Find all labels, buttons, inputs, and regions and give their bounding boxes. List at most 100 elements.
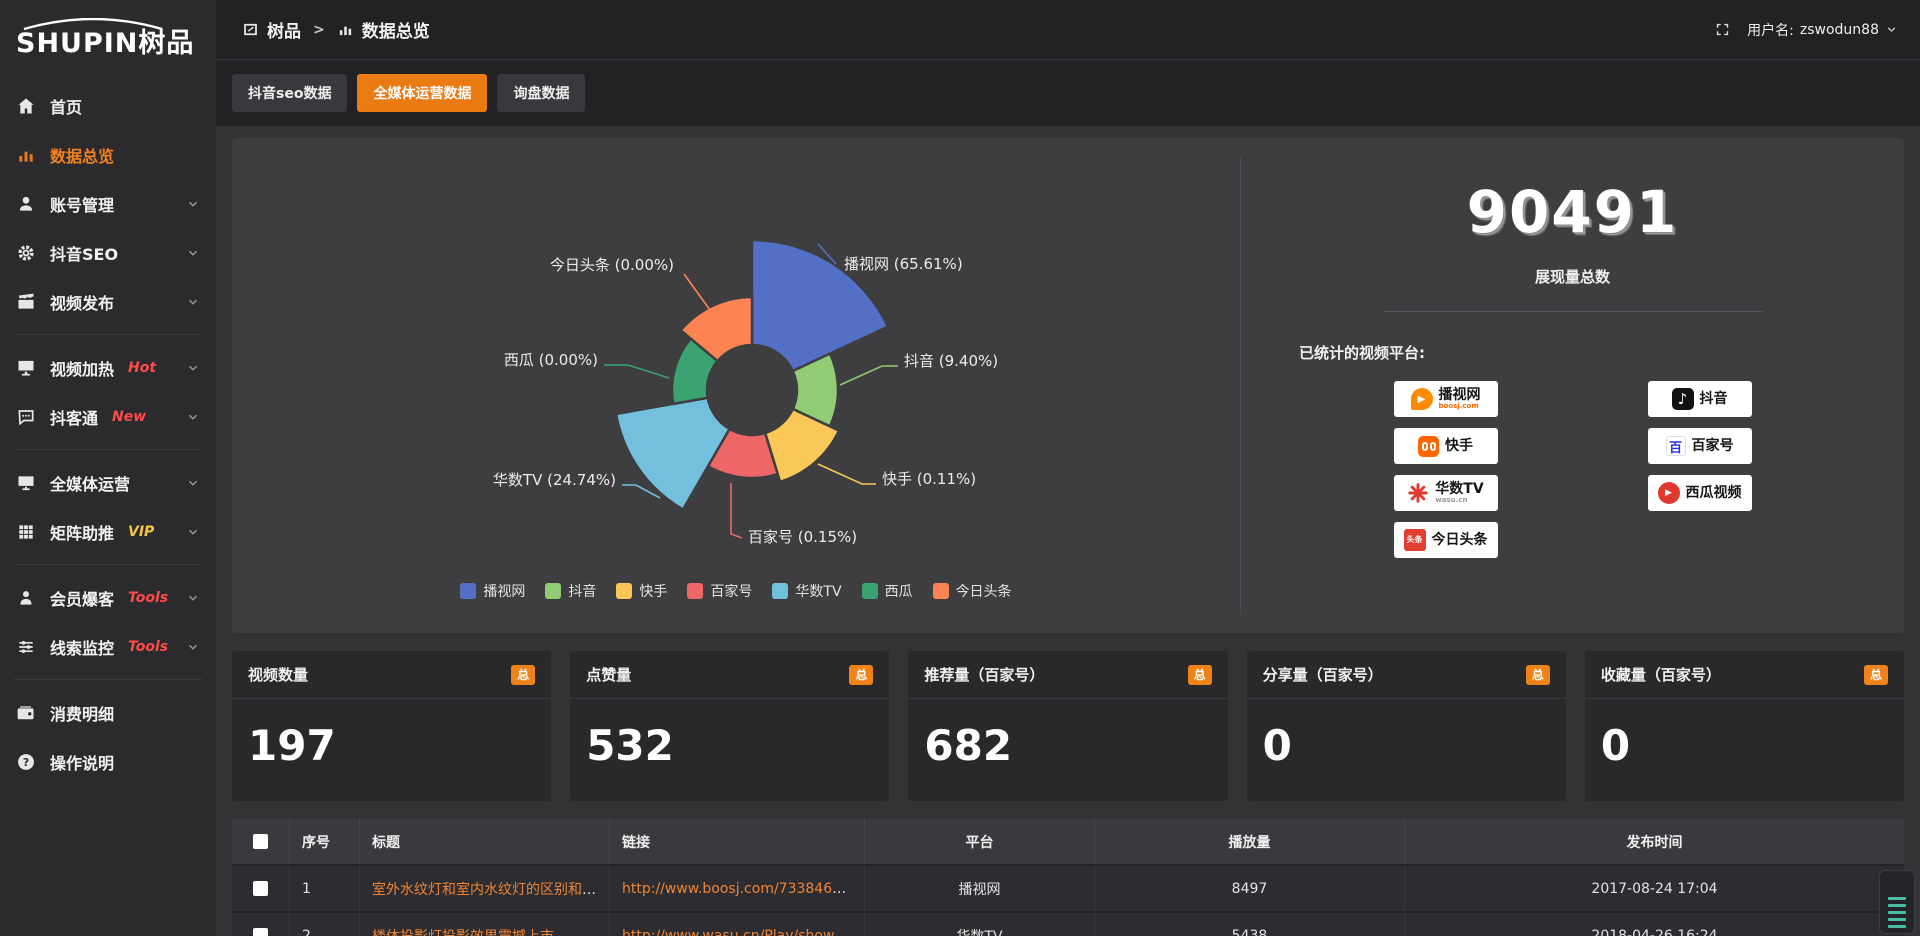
pie-slice-播视网[interactable] bbox=[750, 238, 890, 373]
total-badge[interactable]: 总 bbox=[1187, 664, 1212, 685]
platform-name: 播视网 boosj.com bbox=[1438, 386, 1481, 410]
sidebar-badge-VIP: VIP bbox=[128, 523, 155, 540]
breadcrumb-root[interactable]: 树品 bbox=[267, 22, 301, 42]
kuaishou-logo-icon bbox=[1418, 435, 1439, 457]
screen-icon bbox=[16, 358, 36, 378]
platforms-column: ♪ 抖音百百家号 ▶ 西瓜视频 bbox=[1647, 381, 1752, 558]
legend-item-播视网[interactable]: 播视网 bbox=[460, 581, 525, 601]
pie-slice-快手[interactable] bbox=[763, 407, 841, 484]
sidebar-item-首页[interactable]: 首页 bbox=[0, 81, 216, 130]
platform-badge-西瓜视频[interactable]: ▶ 西瓜视频 bbox=[1647, 475, 1752, 511]
platform-badge-抖音[interactable]: ♪ 抖音 bbox=[1647, 381, 1752, 417]
video-url-link[interactable]: http://www.boosj.com/7338468.html bbox=[622, 880, 865, 897]
sidebar-item-视频发布[interactable]: 视频发布 bbox=[0, 277, 216, 326]
stat-card-收藏量（百家号）: 收藏量（百家号） 总 0 bbox=[1584, 651, 1905, 801]
platforms-label: 已统计的视频平台: bbox=[1299, 344, 1425, 362]
legend-swatch bbox=[545, 583, 562, 599]
legend-item-抖音[interactable]: 抖音 bbox=[545, 581, 596, 601]
sidebar-item-账号管理[interactable]: 账号管理 bbox=[0, 179, 216, 228]
row-checkbox[interactable] bbox=[253, 881, 268, 896]
user-icon bbox=[16, 194, 36, 214]
total-badge[interactable]: 总 bbox=[849, 664, 874, 685]
stat-card-header: 分享量（百家号） 总 bbox=[1246, 651, 1566, 699]
platform-badge-华数TV[interactable]: 华数TV wasu.cn bbox=[1393, 475, 1498, 511]
chevron-down-icon bbox=[186, 295, 200, 309]
sidebar-item-线索监控[interactable]: 线索监控 Tools bbox=[0, 622, 216, 671]
platform-cell-cell: 华数TV bbox=[865, 911, 1095, 936]
user-menu[interactable]: 用户名: zswodun88 bbox=[1747, 20, 1898, 40]
total-badge[interactable]: 总 bbox=[1525, 664, 1550, 685]
platform-badge-今日头条[interactable]: 头条 今日头条 bbox=[1393, 522, 1498, 558]
comment-icon bbox=[16, 407, 36, 427]
sidebar-item-消费明细[interactable]: 消费明细 bbox=[0, 688, 216, 737]
sidebar-item-抖客通[interactable]: 抖客通 New bbox=[0, 392, 216, 441]
widget-stripe bbox=[1888, 911, 1906, 914]
total-badge[interactable]: 总 bbox=[1864, 664, 1889, 685]
brand-logo[interactable]: SHUPIN树品 bbox=[0, 8, 216, 71]
legend-item-华数TV[interactable]: 华数TV bbox=[772, 581, 842, 601]
legend-label: 抖音 bbox=[568, 584, 597, 600]
total-impressions-value: 90491 bbox=[1466, 178, 1679, 246]
legend-item-西瓜[interactable]: 西瓜 bbox=[861, 581, 913, 601]
pie-label-西瓜: 西瓜 (0.00%) bbox=[504, 351, 598, 369]
video-title-link[interactable]: 室外水纹灯和室内水纹灯的区别和简介 bbox=[372, 881, 610, 898]
stat-card-header: 推荐量（百家号） 总 bbox=[908, 651, 1228, 699]
sidebar-item-抖音SEO[interactable]: 抖音SEO bbox=[0, 228, 216, 277]
tab-询盘数据[interactable]: 询盘数据 bbox=[497, 74, 586, 112]
sidebar-item-矩阵助推[interactable]: 矩阵助推 VIP bbox=[0, 507, 216, 556]
row-checkbox[interactable] bbox=[253, 928, 268, 936]
pie-slice-华数TV[interactable] bbox=[614, 396, 732, 512]
chevron-down-icon bbox=[186, 361, 200, 375]
douyin-logo-icon: ♪ bbox=[1671, 388, 1694, 410]
platform-badge-播视网[interactable]: ▶ 播视网 boosj.com bbox=[1393, 381, 1498, 417]
legend-item-快手[interactable]: 快手 bbox=[616, 581, 667, 601]
video-title-link[interactable]: 楼体投影灯投影效果震撼上市 bbox=[372, 929, 554, 936]
platform-badge-快手[interactable]: 快手 bbox=[1393, 428, 1498, 464]
tab-全媒体运营数据[interactable]: 全媒体运营数据 bbox=[357, 74, 488, 112]
platform-name: 百家号 bbox=[1691, 437, 1734, 454]
video-title-link-cell: 楼体投影灯投影效果震撼上市 bbox=[360, 911, 610, 936]
platform-subtitle: wasu.cn bbox=[1435, 495, 1468, 504]
tab-抖音seo数据[interactable]: 抖音seo数据 bbox=[232, 74, 348, 112]
user-label: 用户名: bbox=[1747, 22, 1794, 39]
sidebar-item-label: 全媒体运营 bbox=[50, 474, 131, 494]
stat-card-点赞量: 点赞量 总 532 bbox=[570, 651, 890, 801]
legend-item-今日头条[interactable]: 今日头条 bbox=[932, 581, 1012, 601]
boosj-logo-icon: ▶ bbox=[1410, 388, 1433, 410]
sidebar-item-数据总览[interactable]: 数据总览 bbox=[0, 130, 216, 179]
sidebar-item-全媒体运营[interactable]: 全媒体运营 bbox=[0, 458, 216, 507]
column-header-链接: 链接 bbox=[610, 819, 865, 864]
platform-name: 华数TV wasu.cn bbox=[1435, 480, 1484, 504]
platform-badge-百家号[interactable]: 百百家号 bbox=[1647, 428, 1752, 464]
video-url-link[interactable]: http://www.wasu.cn/Play/show/id/952… bbox=[622, 927, 865, 936]
platforms-column: ▶ 播视网 boosj.com 快手华数TV wasu.cn 头条 今日头条 bbox=[1393, 381, 1498, 558]
floating-widget[interactable] bbox=[1879, 870, 1915, 934]
sidebar-item-label: 消费明细 bbox=[50, 704, 115, 724]
select-all-checkbox[interactable] bbox=[253, 834, 268, 849]
sidebar-item-操作说明[interactable]: 操作说明 bbox=[0, 737, 216, 786]
sidebar-divider bbox=[14, 334, 202, 335]
pie-label-line-华数TV bbox=[622, 484, 661, 499]
total-badge[interactable]: 总 bbox=[511, 664, 536, 685]
pie-slice-今日头条[interactable] bbox=[678, 295, 754, 363]
wallet-icon bbox=[16, 703, 36, 723]
wasu-logo-icon bbox=[1408, 483, 1429, 503]
pie-label-line-抖音 bbox=[839, 365, 898, 386]
fullscreen-icon[interactable] bbox=[1714, 21, 1731, 38]
summary-divider bbox=[1382, 311, 1763, 312]
sidebar-item-label: 数据总览 bbox=[50, 146, 115, 166]
legend-label: 播视网 bbox=[483, 584, 526, 600]
rose-pie-chart[interactable]: 播视网 (65.61%) 抖音 (9.40%) 快手 (0.11%) 百家号 (0.1… bbox=[232, 138, 1240, 563]
sidebar-item-会员爆客[interactable]: 会员爆客 Tools bbox=[0, 573, 216, 622]
tabs-bar: 抖音seo数据 全媒体运营数据 询盘数据 bbox=[216, 60, 1920, 126]
column-header-标题: 标题 bbox=[360, 819, 610, 864]
grid-icon bbox=[16, 522, 36, 542]
column-header-序号: 序号 bbox=[290, 819, 360, 864]
legend-swatch bbox=[932, 583, 949, 599]
sidebar-badge-Tools: Tools bbox=[128, 589, 169, 606]
stat-card-value: 682 bbox=[924, 721, 1013, 770]
sidebar-item-视频加热[interactable]: 视频加热 Hot bbox=[0, 343, 216, 392]
legend-label: 今日头条 bbox=[955, 584, 1012, 600]
legend-item-百家号[interactable]: 百家号 bbox=[687, 581, 752, 601]
